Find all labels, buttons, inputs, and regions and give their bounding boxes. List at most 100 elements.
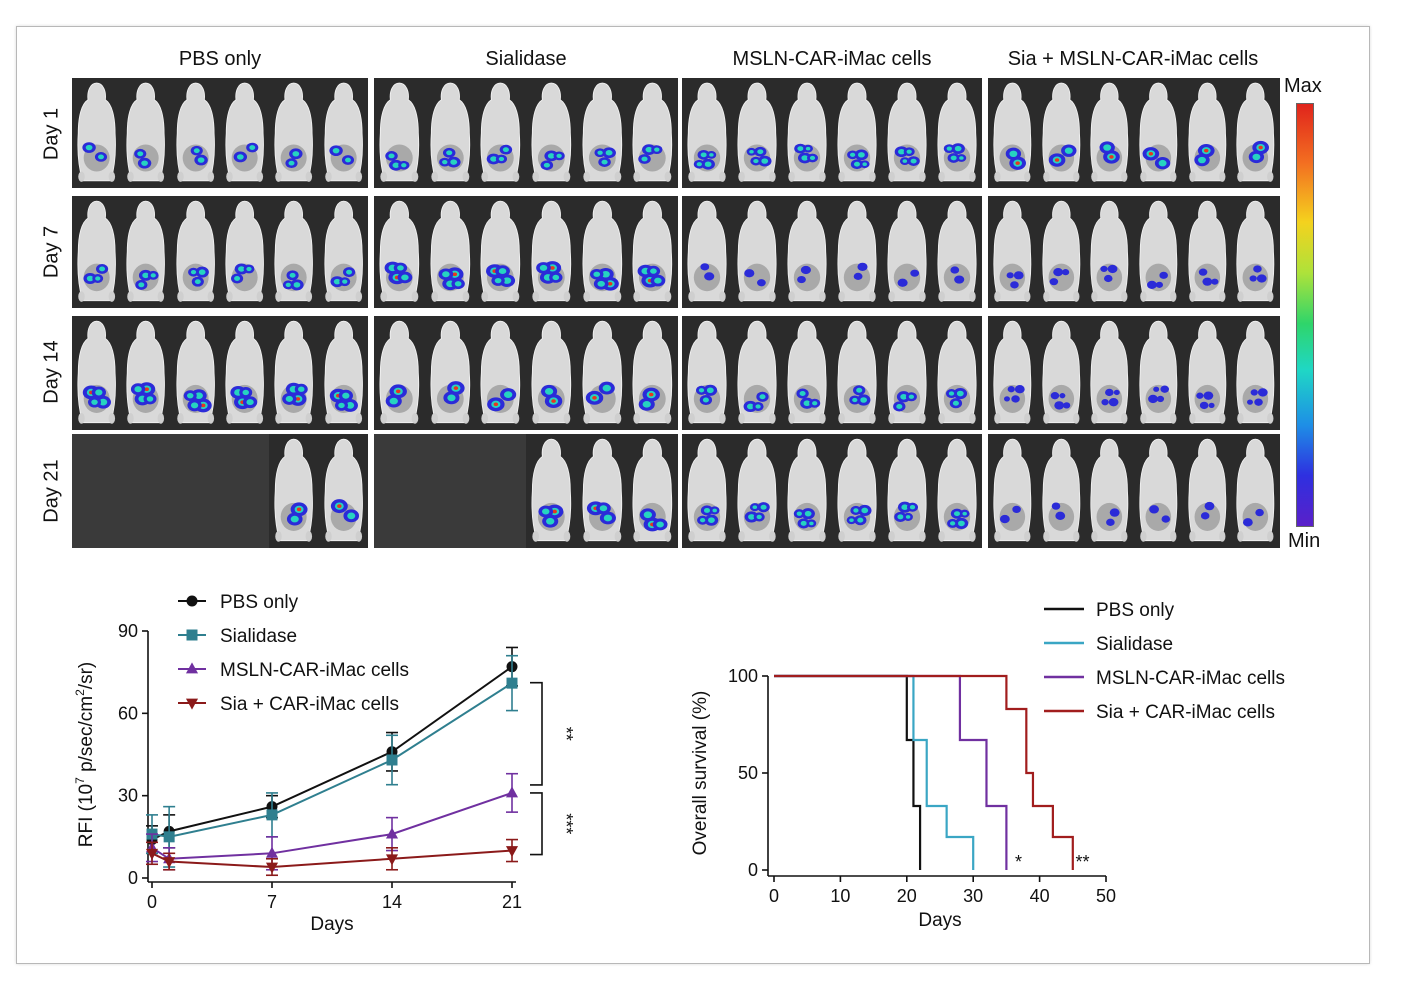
mouse-image — [991, 199, 1034, 308]
data-point — [505, 786, 519, 798]
mouse-image — [1186, 81, 1229, 188]
data-point — [186, 595, 198, 607]
mouse-image — [885, 437, 929, 548]
mouse-image — [529, 437, 574, 548]
imaging-panel — [72, 316, 368, 430]
y-tick-label: 100 — [728, 666, 758, 686]
imaging-panel — [72, 434, 368, 548]
group-label-car-imac: MSLN-CAR-iMac cells — [732, 48, 932, 70]
mouse-image — [223, 199, 266, 308]
mouse-image — [1234, 319, 1277, 430]
y-tick-label: 90 — [118, 621, 138, 641]
mouse-image — [735, 199, 779, 308]
imaging-panel — [682, 196, 982, 308]
mouse-image — [835, 199, 879, 308]
significance-label: ** — [1075, 852, 1089, 872]
mouse-image — [478, 199, 523, 308]
mouse-image — [1040, 437, 1083, 548]
data-point — [506, 677, 518, 689]
x-tick-label: 21 — [502, 892, 522, 912]
mouse-image — [272, 319, 315, 430]
data-point — [385, 827, 399, 839]
mouse-image — [272, 81, 315, 188]
series-line — [151, 665, 513, 841]
mouse-image — [478, 319, 523, 430]
mouse-image — [377, 81, 422, 188]
survival-curve — [774, 674, 975, 870]
mouse-image — [785, 81, 829, 188]
mouse-image — [174, 199, 217, 308]
y-tick-label: 0 — [748, 860, 758, 880]
legend-label: PBS only — [1096, 600, 1175, 621]
empty-panel-region — [72, 434, 270, 548]
colorbar-max-label: Max — [1284, 75, 1322, 97]
mouse-image — [580, 437, 625, 548]
mouse-image — [529, 81, 574, 188]
data-point — [185, 698, 199, 710]
legend-label: Sia + CAR-iMac cells — [1096, 702, 1275, 723]
y-axis-label-part: 7 — [73, 777, 87, 784]
mouse-image — [223, 81, 266, 188]
mouse-image — [223, 319, 266, 430]
mouse-image — [124, 81, 167, 188]
mouse-image — [1088, 81, 1131, 188]
y-axis-label-part: /sr) — [76, 662, 97, 689]
legend-label: Sialidase — [220, 626, 297, 647]
y-axis-label: Overall survival (%) — [690, 691, 711, 856]
imaging-panel — [988, 196, 1280, 308]
mouse-image — [580, 81, 625, 188]
mouse-image — [1186, 199, 1229, 308]
mouse-image — [1137, 81, 1180, 188]
data-point — [163, 831, 175, 843]
mouse-image — [478, 81, 523, 188]
mouse-image — [835, 319, 879, 430]
legend-label: Sia + CAR-iMac cells — [220, 694, 399, 715]
mouse-image — [322, 437, 365, 548]
mouse-image — [735, 437, 779, 548]
mouse-image — [174, 81, 217, 188]
mouse-image — [885, 199, 929, 308]
imaging-panel — [988, 434, 1280, 548]
mouse-image — [377, 199, 422, 308]
imaging-panel — [72, 78, 368, 188]
mouse-image — [1040, 81, 1083, 188]
mouse-image — [885, 319, 929, 430]
group-label-sialidase: Sialidase — [485, 48, 567, 70]
mouse-image — [1186, 319, 1229, 430]
mouse-image — [991, 437, 1034, 548]
colorbar-min-label: Min — [1288, 530, 1321, 552]
mouse-image — [1088, 199, 1131, 308]
mouse-image — [174, 319, 217, 430]
mouse-image — [124, 199, 167, 308]
imaging-panel — [682, 316, 982, 430]
mouse-image — [1186, 437, 1229, 548]
significance-bracket — [530, 681, 543, 786]
significance-bracket — [530, 792, 543, 856]
mouse-image — [835, 437, 879, 548]
mouse-image — [685, 437, 729, 548]
legend-label: Sialidase — [1096, 634, 1173, 655]
y-tick-label: 60 — [118, 703, 138, 723]
mouse-image — [1234, 199, 1277, 308]
data-point — [386, 754, 398, 766]
series-line — [151, 791, 513, 860]
imaging-panel — [988, 78, 1280, 188]
data-point — [163, 857, 176, 869]
mouse-image — [75, 319, 118, 430]
legend-label: PBS only — [220, 592, 299, 613]
mouse-image — [935, 319, 979, 430]
imaging-panel — [682, 434, 982, 548]
mouse-image — [630, 199, 675, 308]
mouse-image — [991, 81, 1034, 188]
mouse-image — [735, 319, 779, 430]
mouse-image — [1088, 437, 1131, 548]
mouse-image — [1088, 319, 1131, 430]
data-point — [145, 848, 159, 860]
data-point — [185, 662, 199, 674]
imaging-panel — [374, 196, 678, 308]
mouse-image — [885, 81, 929, 188]
mouse-image — [428, 199, 473, 308]
mouse-image — [1040, 199, 1083, 308]
mouse-image — [322, 319, 365, 430]
